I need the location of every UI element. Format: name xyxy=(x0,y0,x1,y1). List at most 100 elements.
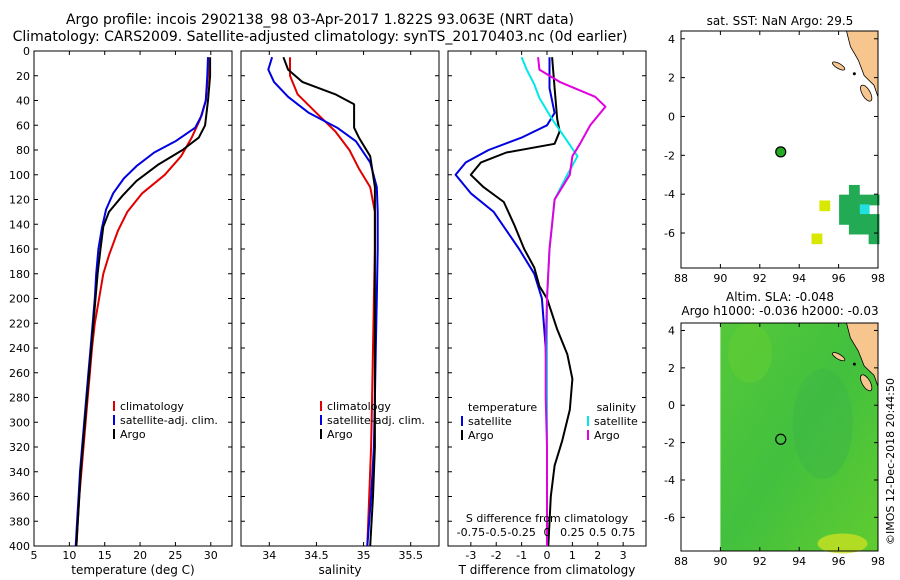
sst-cell xyxy=(849,204,860,215)
sst-cell xyxy=(849,224,860,235)
legend-label: Argo xyxy=(594,429,620,442)
legend-label: satellite-adj. clim. xyxy=(327,414,425,427)
x-tick-label: 10 xyxy=(62,549,76,562)
legend-label: satellite-adj. clim. xyxy=(120,414,218,427)
plot-frame-salinity xyxy=(241,51,439,546)
s-tick-label: 0.25 xyxy=(560,526,585,539)
sst-cell xyxy=(812,234,823,245)
y-tick-label: 40 xyxy=(16,95,30,108)
s-tick-label: 0.75 xyxy=(611,526,636,539)
map-y-tick-label: 0 xyxy=(668,110,675,123)
map-x-tick-label: 92 xyxy=(753,555,767,568)
y-tick-label: 100 xyxy=(9,169,30,182)
y-tick-label: 240 xyxy=(9,342,30,355)
y-tick-label: 200 xyxy=(9,293,30,306)
x-tick-label: 35 xyxy=(357,549,371,562)
x-tick-label: 5 xyxy=(31,549,38,562)
s-tick-label: -0.5 xyxy=(485,526,506,539)
map-x-tick-label: 88 xyxy=(674,272,688,285)
y-tick-label: 140 xyxy=(9,218,30,231)
x-tick-label: -3 xyxy=(465,549,476,562)
series-line-t-argo xyxy=(471,57,573,546)
map-y-tick-label: -4 xyxy=(664,474,675,487)
y-tick-label: 180 xyxy=(9,268,30,281)
legend-label: satellite xyxy=(594,415,638,428)
s-tick-label: -0.75 xyxy=(457,526,485,539)
sst-cell xyxy=(849,195,860,206)
series-line-t-satellite xyxy=(456,57,555,546)
y-tick-label: 300 xyxy=(9,416,30,429)
y-tick-label: 120 xyxy=(9,194,30,207)
legend-title: salinity xyxy=(597,401,637,414)
sst-cell xyxy=(849,185,860,196)
sla-high-region xyxy=(728,323,772,383)
map-y-tick-label: -4 xyxy=(664,188,675,201)
map-y-tick-label: 4 xyxy=(668,33,675,46)
sst-cell xyxy=(849,214,860,225)
s-tick-label: 0.5 xyxy=(589,526,607,539)
x-tick-label: 25 xyxy=(168,549,182,562)
argo-float-marker xyxy=(776,147,786,157)
s-tick-label: -0.25 xyxy=(507,526,535,539)
sla-low-region xyxy=(793,369,853,479)
sst-cell xyxy=(839,214,850,225)
x-tick-label: -2 xyxy=(491,549,502,562)
series-line-s-satellite xyxy=(522,57,578,546)
map-x-tick-label: 96 xyxy=(832,555,846,568)
legend-label: Argo xyxy=(327,428,353,441)
simeulue-island xyxy=(831,60,846,71)
x-tick-label: 30 xyxy=(204,549,218,562)
legend-label: Argo xyxy=(468,429,494,442)
plot-frame-temperature xyxy=(34,51,232,546)
sst-cell xyxy=(859,195,870,206)
x-tick-label: 3 xyxy=(620,549,627,562)
x-tick-label: 35.5 xyxy=(398,549,423,562)
series-line-climatology xyxy=(290,57,375,546)
map-y-tick-label: 2 xyxy=(668,362,675,375)
x-tick-label: 20 xyxy=(133,549,147,562)
map-x-tick-label: 92 xyxy=(753,272,767,285)
x-axis-label: salinity xyxy=(318,563,361,577)
small-island xyxy=(853,363,856,366)
x-tick-label: 1 xyxy=(569,549,576,562)
legend-label: Argo xyxy=(120,428,146,441)
x-axis-label: T difference from climatology xyxy=(458,563,636,577)
y-tick-label: 80 xyxy=(16,144,30,157)
map-x-tick-label: 90 xyxy=(713,555,727,568)
map-x-tick-label: 94 xyxy=(792,272,806,285)
x-tick-label: 15 xyxy=(98,549,112,562)
sst-cell xyxy=(839,195,850,206)
map-y-tick-label: 0 xyxy=(668,399,675,412)
y-tick-label: 340 xyxy=(9,466,30,479)
x-tick-label: 34 xyxy=(262,549,276,562)
series-line-satellite-adj-clim- xyxy=(268,57,377,546)
map-x-tick-label: 98 xyxy=(871,272,885,285)
y-tick-label: 260 xyxy=(9,367,30,380)
map-y-tick-label: -2 xyxy=(664,149,675,162)
sst-cell xyxy=(819,200,830,211)
map-y-tick-label: -6 xyxy=(664,227,675,240)
y-tick-label: 400 xyxy=(9,540,30,553)
y-tick-label: 320 xyxy=(9,441,30,454)
map-y-tick-label: -2 xyxy=(664,437,675,450)
map-x-tick-label: 88 xyxy=(674,555,688,568)
x-tick-label: 2 xyxy=(594,549,601,562)
s-tick-label: 0 xyxy=(544,526,551,539)
small-island xyxy=(853,72,856,75)
sst-cell xyxy=(859,204,870,215)
sst-cell xyxy=(859,214,870,225)
map-x-tick-label: 94 xyxy=(792,555,806,568)
s-axis-label: S difference from climatology xyxy=(466,512,629,525)
legend-label: satellite xyxy=(468,415,512,428)
legend-label: climatology xyxy=(327,400,391,413)
sst-cell xyxy=(839,204,850,215)
x-tick-label: 34.5 xyxy=(304,549,329,562)
x-tick-label: 0 xyxy=(544,549,551,562)
map-x-tick-label: 98 xyxy=(871,555,885,568)
figure-canvas: 0204060801001201401601802002202402602803… xyxy=(0,0,900,580)
imos-credit: ©IMOS 12-Dec-2018 20:44:50 xyxy=(884,378,897,545)
legend-label: climatology xyxy=(120,400,184,413)
legend-title: temperature xyxy=(468,401,537,414)
y-tick-label: 0 xyxy=(23,45,30,58)
sst-cell xyxy=(859,224,870,235)
